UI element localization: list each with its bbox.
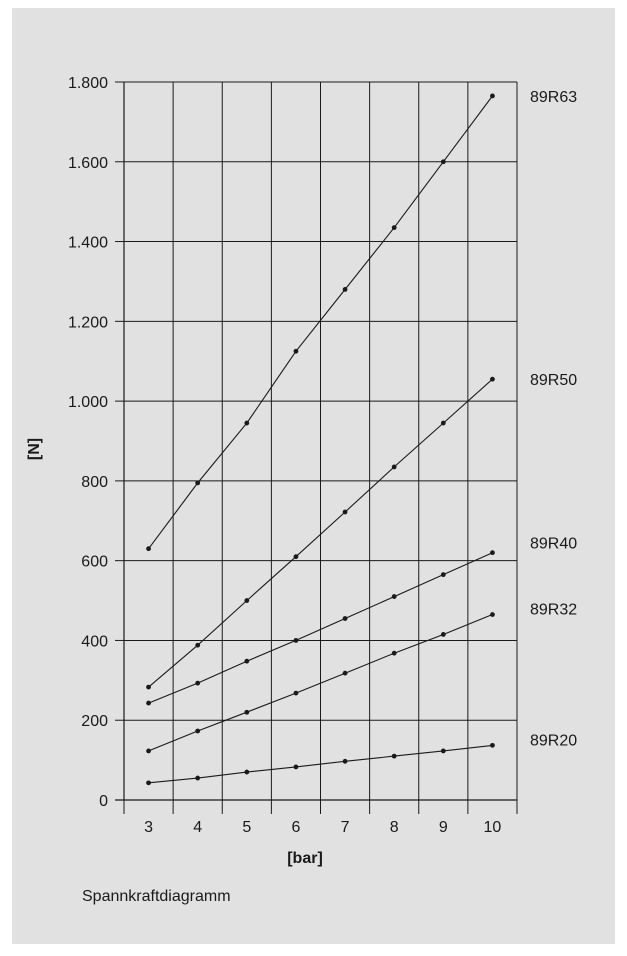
data-point	[391, 594, 397, 599]
data-point	[490, 612, 495, 617]
line-chart: 0 200 400 600 800 1.000 1.200 1.400 1.600 1.800 3 4…	[26, 75, 577, 867]
y-tick-label: 1.800	[68, 75, 108, 92]
data-point	[244, 598, 250, 603]
grid	[123, 81, 518, 814]
data-point	[391, 753, 397, 759]
series-line-89R50	[148, 378, 493, 688]
data-point	[195, 642, 201, 648]
y-tick-label: 1.400	[68, 235, 108, 252]
series-label: 89R20	[530, 732, 577, 749]
data-point	[490, 376, 495, 382]
data-point	[490, 550, 495, 556]
series-label: 89R50	[530, 372, 577, 389]
data-point	[146, 700, 151, 706]
y-tick-label: 800	[81, 474, 108, 491]
data-point	[342, 758, 348, 764]
series-lines	[146, 93, 495, 786]
y-tick-label: 1.000	[68, 394, 108, 411]
y-tick-label: 1.200	[68, 314, 108, 331]
data-point	[391, 225, 397, 230]
series-label: 89R32	[530, 602, 577, 619]
data-point	[244, 709, 250, 715]
data-point	[342, 670, 348, 676]
data-point	[293, 764, 299, 770]
data-point	[146, 780, 151, 786]
x-tick-label: 7	[341, 819, 350, 836]
data-point	[146, 546, 151, 552]
series-label: 89R63	[530, 89, 577, 106]
data-point	[440, 632, 446, 637]
data-point	[293, 638, 299, 643]
data-point	[244, 658, 250, 664]
y-tick-label: 200	[81, 713, 108, 730]
data-point	[244, 420, 250, 426]
y-tick-label: 1.600	[68, 155, 108, 172]
data-point	[391, 464, 397, 470]
data-point	[342, 287, 348, 292]
data-point	[293, 554, 299, 560]
y-axis-title: [N]	[26, 438, 43, 460]
chart-panel: 0 200 400 600 800 1.000 1.200 1.400 1.600 1.800 3 4…	[12, 8, 615, 944]
data-point	[440, 159, 446, 165]
data-point	[244, 769, 250, 775]
x-tick-label: 8	[390, 819, 399, 836]
y-tick-label: 400	[81, 633, 108, 650]
y-tick-label: 0	[99, 793, 108, 810]
data-point	[391, 650, 397, 656]
data-point	[440, 420, 446, 426]
data-point	[195, 480, 201, 486]
data-point	[293, 348, 299, 354]
data-point	[293, 690, 299, 696]
x-tick-label: 4	[193, 819, 202, 836]
data-point	[440, 572, 446, 578]
data-point	[146, 684, 151, 690]
data-point	[342, 616, 348, 621]
data-point	[490, 742, 495, 748]
x-axis-title: [bar]	[287, 850, 323, 867]
x-tick-label: 9	[439, 819, 448, 836]
data-point	[146, 748, 151, 754]
data-point	[342, 509, 348, 515]
x-tick-label: 6	[291, 819, 300, 836]
axes	[115, 81, 517, 801]
x-tick-label: 3	[144, 819, 153, 836]
y-tick-label: 600	[81, 554, 108, 571]
caption: Spannkraftdiagramm	[82, 888, 231, 905]
data-point	[195, 680, 201, 686]
data-point	[490, 93, 495, 99]
x-tick-label: 10	[484, 819, 502, 836]
labels: 0 200 400 600 800 1.000 1.200 1.400 1.600 1.800 3 4…	[68, 75, 577, 836]
series-line-89R63	[148, 95, 493, 550]
x-tick-label: 5	[242, 819, 251, 836]
series-line-89R32	[148, 613, 493, 752]
data-point	[195, 728, 201, 734]
data-point	[440, 748, 446, 754]
series-line-89R40	[148, 552, 493, 704]
series-label: 89R40	[530, 536, 577, 553]
series-line-89R20	[148, 744, 493, 784]
data-point	[195, 775, 201, 781]
